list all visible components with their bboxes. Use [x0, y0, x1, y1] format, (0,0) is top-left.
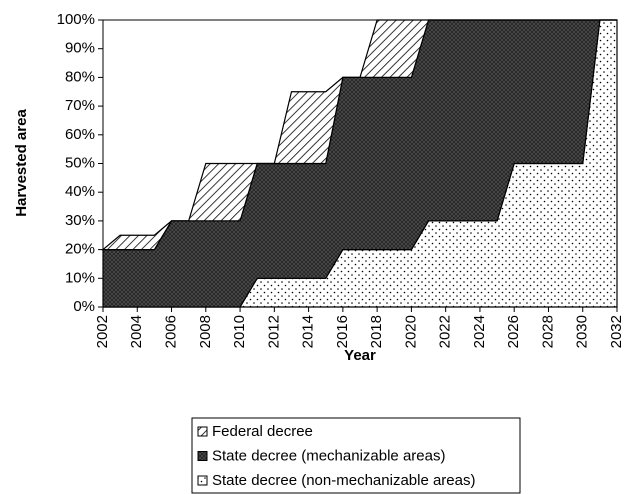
x-tick-label: 2022	[437, 315, 454, 348]
x-axis-title: Year	[344, 347, 376, 364]
y-tick-label: 20%	[65, 241, 95, 258]
x-tick-label: 2030	[574, 315, 591, 348]
y-tick-label: 30%	[65, 212, 95, 229]
y-axis-title: Harvested area	[13, 109, 30, 217]
legend-label: State decree (non-mechanizable areas)	[212, 472, 475, 489]
y-tick-label: 40%	[65, 183, 95, 200]
x-tick-label: 2018	[368, 315, 385, 348]
y-tick-label: 0%	[73, 298, 95, 315]
x-tick-label: 2014	[300, 315, 317, 348]
x-tick-label: 2006	[163, 315, 180, 348]
legend-label: Federal decree	[212, 423, 313, 440]
x-tick-label: 2002	[94, 315, 111, 348]
legend-swatch	[197, 451, 208, 461]
x-tick-label: 2020	[402, 315, 419, 348]
x-tick-label: 2008	[197, 315, 214, 348]
x-tick-label: 2026	[505, 315, 522, 348]
y-tick-label: 60%	[65, 126, 95, 143]
y-tick-label: 50%	[65, 154, 95, 171]
x-tick-label: 2016	[334, 315, 351, 348]
legend-swatch	[197, 426, 208, 437]
y-tick-label: 80%	[65, 68, 95, 85]
legend-label: State decree (mechanizable areas)	[212, 447, 445, 464]
y-tick-label: 70%	[65, 97, 95, 114]
y-tick-label: 100%	[57, 11, 95, 28]
x-tick-label: 2024	[471, 315, 488, 348]
x-tick-label: 2028	[539, 315, 556, 348]
area	[101, 19, 617, 251]
x-tick-label: 2010	[231, 315, 248, 348]
y-tick-label: 90%	[65, 40, 95, 57]
y-tick-label: 10%	[65, 269, 95, 286]
x-tick-label: 2012	[265, 315, 282, 348]
legend-swatch	[197, 475, 208, 486]
x-tick-label: 2032	[608, 315, 625, 348]
x-tick-label: 2004	[128, 315, 145, 348]
legend-box	[191, 417, 521, 494]
